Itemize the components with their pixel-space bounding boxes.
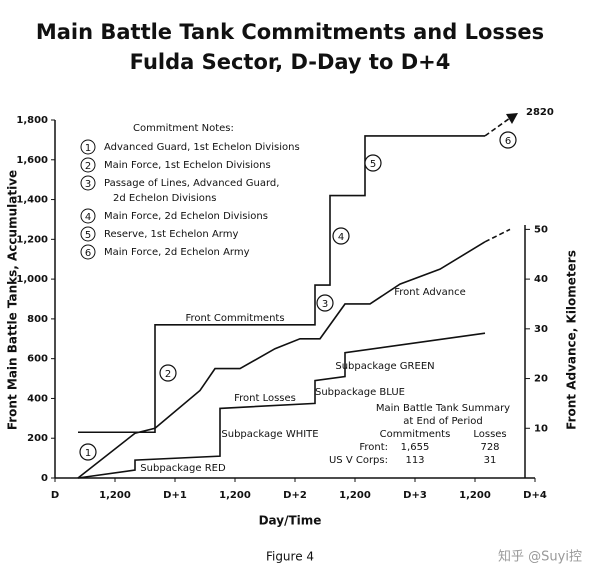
note-bullet xyxy=(80,208,96,224)
note-number: 3 xyxy=(85,179,91,190)
series-label: Front Advance xyxy=(394,287,466,298)
notes-heading: Commitment Notes: xyxy=(133,123,234,134)
note-number: 2 xyxy=(85,161,91,172)
y2-tick-label: 50 xyxy=(534,224,548,235)
x-tick-label: D xyxy=(51,490,59,501)
x-tick-label: 1,200 xyxy=(99,490,131,501)
y-tick-label: 1,400 xyxy=(16,195,48,206)
note-number: 1 xyxy=(85,143,91,154)
note-text: Main Force, 1st Echelon Divisions xyxy=(104,160,271,171)
note-number: 6 xyxy=(85,248,91,259)
caption: Figure 4 xyxy=(266,550,314,564)
y2-tick-label: 10 xyxy=(534,423,548,434)
y-tick-label: 1,600 xyxy=(16,155,48,166)
subpackage-label: Subpackage RED xyxy=(140,463,226,474)
chart-subtitle: Fulda Sector, D-Day to D+4 xyxy=(130,50,451,74)
y-tick-label: 800 xyxy=(27,314,48,325)
note-number: 5 xyxy=(85,230,91,241)
y-tick-label: 1,800 xyxy=(16,115,48,126)
y-tick-label: 0 xyxy=(41,473,48,484)
note-marker xyxy=(79,443,97,461)
note-bullet xyxy=(80,139,96,155)
arrow-head xyxy=(506,113,518,125)
watermark: 知乎 @Suyi控 xyxy=(498,549,582,565)
note-text: Reserve, 1st Echelon Army xyxy=(104,229,238,240)
x-tick-label: 1,200 xyxy=(459,490,491,501)
note-bullet xyxy=(80,244,96,260)
x-tick-label: D+2 xyxy=(283,490,307,501)
note-marker-number: 3 xyxy=(322,299,328,310)
x-tick-label: D+1 xyxy=(163,490,187,501)
summary-row-label: Front: xyxy=(359,442,388,453)
note-marker-number: 6 xyxy=(505,136,511,147)
note-marker-number: 1 xyxy=(85,448,91,459)
summary-cell: 1,655 xyxy=(401,442,430,453)
note-text: Main Force, 2d Echelon Divisions xyxy=(104,211,268,222)
x-tick-label: D+3 xyxy=(403,490,427,501)
y-tick-label: 200 xyxy=(27,433,48,444)
chart-title: Main Battle Tank Commitments and Losses xyxy=(36,20,544,44)
y-tick-label: 1,200 xyxy=(16,234,48,245)
note-marker xyxy=(159,364,177,382)
y2-tick-label: 30 xyxy=(534,324,548,335)
end-annotation: 2820 xyxy=(526,107,554,118)
summary-row-label: US V Corps: xyxy=(329,455,388,466)
y-tick-label: 600 xyxy=(27,354,48,365)
y2-tick-label: 20 xyxy=(534,374,548,385)
note-number: 4 xyxy=(85,212,91,223)
summary-header: Commitments xyxy=(380,429,451,440)
note-marker-number: 4 xyxy=(338,232,344,243)
note-marker-number: 2 xyxy=(165,369,171,380)
note-bullet xyxy=(80,226,96,242)
note-bullet xyxy=(80,157,96,173)
projection-line xyxy=(484,228,511,243)
series-label: Front Losses xyxy=(234,393,296,404)
summary-title: Main Battle Tank Summary xyxy=(376,403,510,414)
note-text: Passage of Lines, Advanced Guard, xyxy=(104,178,279,189)
note-marker xyxy=(499,131,517,149)
y-axis-title: Front Main Battle Tanks, Accumulative xyxy=(6,170,20,430)
projection-line xyxy=(484,117,511,137)
subpackage-label: Subpackage GREEN xyxy=(335,361,434,372)
note-text: Main Force, 2d Echelon Army xyxy=(104,247,250,258)
y2-axis-title: Front Advance, Kilometers xyxy=(565,250,579,430)
note-bullet xyxy=(80,175,96,191)
note-marker xyxy=(332,227,350,245)
series-line xyxy=(77,241,486,479)
y-tick-label: 1,000 xyxy=(16,274,48,285)
series-line xyxy=(77,332,486,479)
summary-cell: 31 xyxy=(484,455,497,466)
summary-cell: 728 xyxy=(480,442,499,453)
note-marker-number: 5 xyxy=(370,159,376,170)
subpackage-label: Subpackage BLUE xyxy=(315,387,405,398)
x-axis-title: Day/Time xyxy=(259,514,322,528)
x-tick-label: D+4 xyxy=(523,490,547,501)
summary-title: at End of Period xyxy=(403,416,482,427)
note-marker xyxy=(364,154,382,172)
note-text: Advanced Guard, 1st Echelon Divisions xyxy=(104,142,300,153)
y2-tick-label: 40 xyxy=(534,274,548,285)
note-text: 2d Echelon Divisions xyxy=(113,193,216,204)
note-marker xyxy=(316,294,334,312)
x-tick-label: 1,200 xyxy=(219,490,251,501)
y-tick-label: 400 xyxy=(27,393,48,404)
series-label: Front Commitments xyxy=(185,313,284,324)
summary-header: Losses xyxy=(473,429,506,440)
subpackage-label: Subpackage WHITE xyxy=(221,429,318,440)
summary-cell: 113 xyxy=(405,455,424,466)
x-tick-label: 1,200 xyxy=(339,490,371,501)
